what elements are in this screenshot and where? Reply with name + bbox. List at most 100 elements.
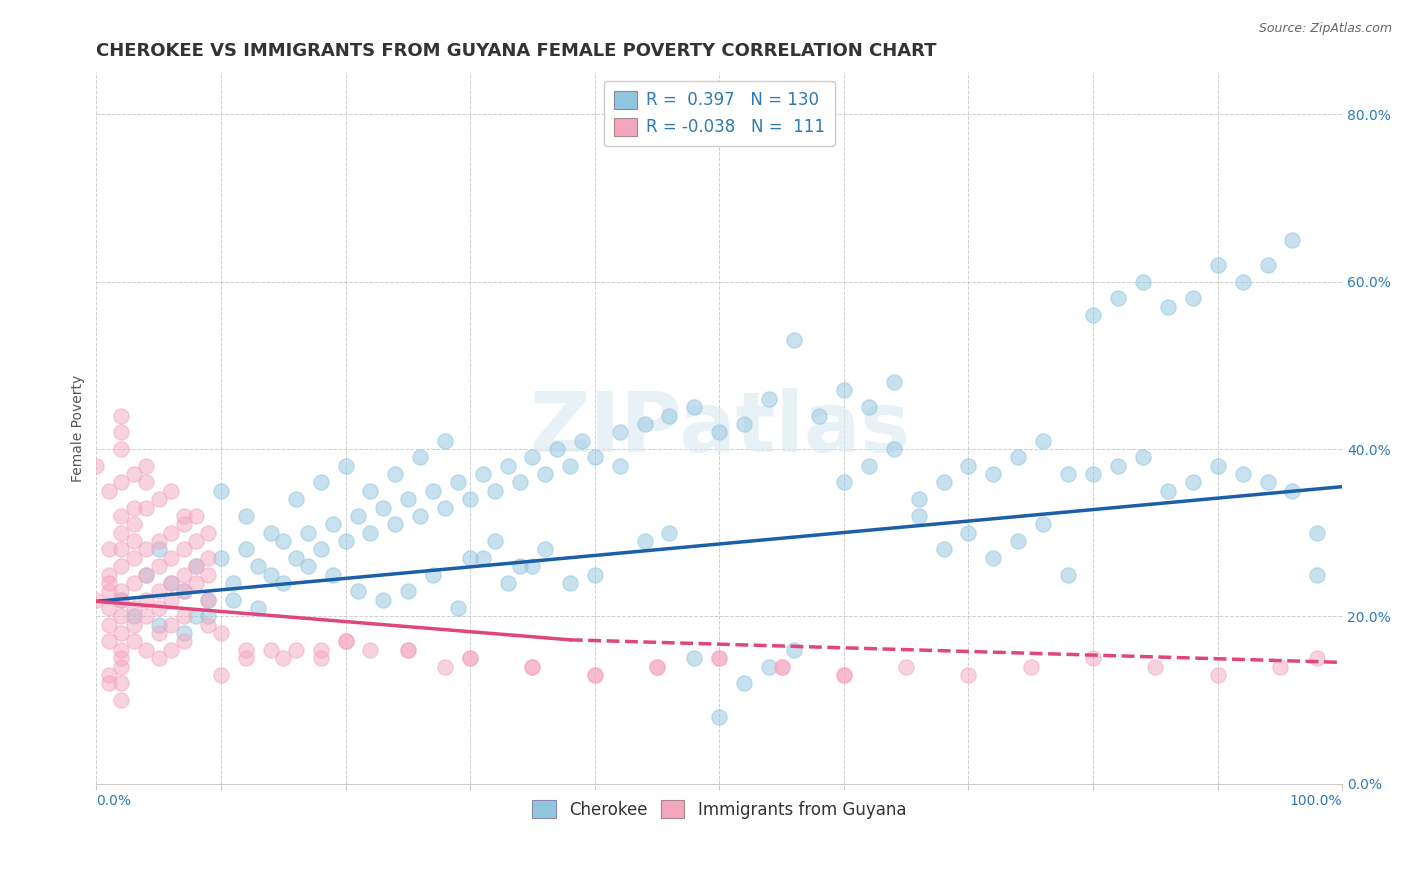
Point: [832, 475, 855, 490]
Point: [558, 458, 581, 473]
Point: [957, 458, 980, 473]
Point: [1232, 275, 1254, 289]
Point: [658, 525, 681, 540]
Point: [173, 634, 195, 648]
Point: [148, 617, 170, 632]
Y-axis label: Female Poverty: Female Poverty: [72, 375, 86, 482]
Point: [110, 542, 132, 557]
Point: [758, 392, 780, 406]
Point: [97, 676, 120, 690]
Point: [197, 617, 219, 632]
Text: Source: ZipAtlas.com: Source: ZipAtlas.com: [1258, 22, 1392, 36]
Point: [110, 525, 132, 540]
Point: [160, 575, 183, 590]
Point: [110, 651, 132, 665]
Point: [832, 668, 855, 682]
Point: [173, 584, 195, 599]
Point: [173, 542, 195, 557]
Point: [309, 542, 332, 557]
Point: [783, 643, 806, 657]
Point: [184, 508, 207, 523]
Point: [1306, 651, 1329, 665]
Point: [683, 400, 706, 414]
Point: [832, 384, 855, 398]
Point: [783, 333, 806, 347]
Point: [209, 483, 232, 498]
Point: [173, 567, 195, 582]
Point: [197, 550, 219, 565]
Point: [247, 601, 270, 615]
Point: [235, 643, 257, 657]
Point: [1007, 450, 1029, 465]
Point: [434, 500, 457, 515]
Point: [384, 467, 406, 482]
Point: [110, 609, 132, 624]
Point: [222, 575, 245, 590]
Point: [97, 483, 120, 498]
Point: [160, 525, 183, 540]
Point: [97, 617, 120, 632]
Point: [907, 492, 929, 507]
Point: [110, 559, 132, 574]
Point: [97, 542, 120, 557]
Point: [135, 458, 157, 473]
Point: [173, 517, 195, 532]
Point: [260, 643, 283, 657]
Text: 0.0%: 0.0%: [97, 794, 131, 808]
Point: [709, 425, 731, 440]
Point: [770, 659, 793, 673]
Point: [197, 609, 219, 624]
Point: [957, 525, 980, 540]
Point: [522, 450, 544, 465]
Point: [1206, 258, 1229, 272]
Point: [1019, 659, 1042, 673]
Point: [1281, 233, 1303, 247]
Point: [983, 467, 1005, 482]
Point: [1281, 483, 1303, 498]
Point: [1268, 659, 1291, 673]
Point: [97, 601, 120, 615]
Point: [1132, 275, 1154, 289]
Point: [458, 651, 481, 665]
Point: [247, 559, 270, 574]
Point: [496, 458, 519, 473]
Point: [932, 475, 955, 490]
Point: [534, 467, 557, 482]
Point: [97, 634, 120, 648]
Point: [110, 584, 132, 599]
Point: [509, 475, 531, 490]
Point: [197, 525, 219, 540]
Point: [135, 500, 157, 515]
Point: [458, 550, 481, 565]
Point: [122, 500, 145, 515]
Point: [1032, 434, 1054, 448]
Point: [122, 517, 145, 532]
Point: [1057, 467, 1080, 482]
Point: [110, 592, 132, 607]
Point: [284, 643, 307, 657]
Point: [271, 651, 294, 665]
Point: [209, 550, 232, 565]
Point: [1306, 567, 1329, 582]
Point: [184, 575, 207, 590]
Point: [1257, 258, 1279, 272]
Point: [1032, 517, 1054, 532]
Point: [458, 651, 481, 665]
Point: [86, 592, 108, 607]
Point: [583, 668, 606, 682]
Point: [522, 659, 544, 673]
Point: [122, 634, 145, 648]
Point: [184, 559, 207, 574]
Point: [197, 592, 219, 607]
Point: [384, 517, 406, 532]
Point: [122, 609, 145, 624]
Point: [148, 584, 170, 599]
Point: [645, 659, 668, 673]
Point: [110, 425, 132, 440]
Point: [422, 483, 444, 498]
Point: [110, 442, 132, 456]
Point: [110, 508, 132, 523]
Point: [148, 559, 170, 574]
Point: [484, 534, 506, 549]
Point: [957, 668, 980, 682]
